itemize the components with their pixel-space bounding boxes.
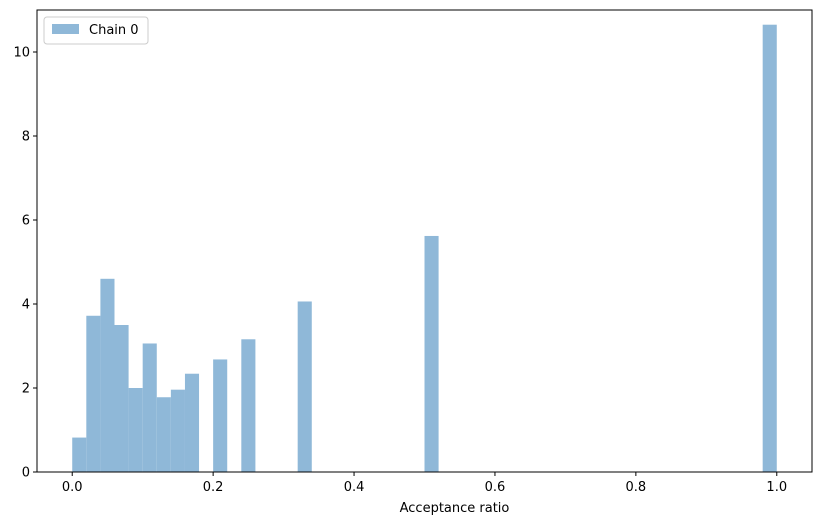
y-tick-label: 4 (22, 298, 30, 313)
histogram-bar (100, 278, 115, 472)
histogram-bar (213, 359, 228, 472)
y-axis-ticks: 0 2 4 6 8 10 (13, 46, 37, 481)
x-tick-label: 0.2 (203, 480, 224, 495)
histogram-bar (128, 388, 143, 472)
histogram-bar (184, 373, 200, 472)
histogram-bar (170, 389, 185, 472)
x-axis-ticks: 0.0 0.2 0.4 0.6 0.8 1.0 (62, 472, 787, 495)
histogram-bar (114, 325, 129, 472)
y-tick-label: 0 (22, 466, 30, 481)
y-tick-label: 8 (22, 130, 30, 145)
histogram-bar (424, 235, 439, 472)
histogram-bar (241, 339, 256, 472)
histogram-bar (297, 301, 312, 472)
x-tick-label: 0.0 (62, 480, 83, 495)
legend-label: Chain 0 (89, 23, 139, 38)
y-tick-label: 2 (22, 382, 30, 397)
histogram-bar (156, 397, 171, 472)
x-axis-label: Acceptance ratio (400, 501, 510, 516)
axes-frame (36, 9, 813, 473)
y-tick-label: 6 (22, 214, 30, 229)
histogram-bar (86, 315, 101, 472)
legend: Chain 0 (43, 16, 149, 45)
bars-group (72, 24, 777, 472)
histogram-bar (762, 24, 777, 472)
y-tick-label: 10 (13, 46, 30, 61)
x-tick-label: 0.6 (485, 480, 506, 495)
x-tick-label: 0.8 (626, 480, 647, 495)
x-tick-label: 1.0 (766, 480, 787, 495)
legend-box (43, 16, 149, 45)
histogram-bar (72, 437, 87, 472)
histogram-bar (142, 343, 157, 472)
x-tick-label: 0.4 (344, 480, 365, 495)
legend-swatch (52, 24, 79, 34)
